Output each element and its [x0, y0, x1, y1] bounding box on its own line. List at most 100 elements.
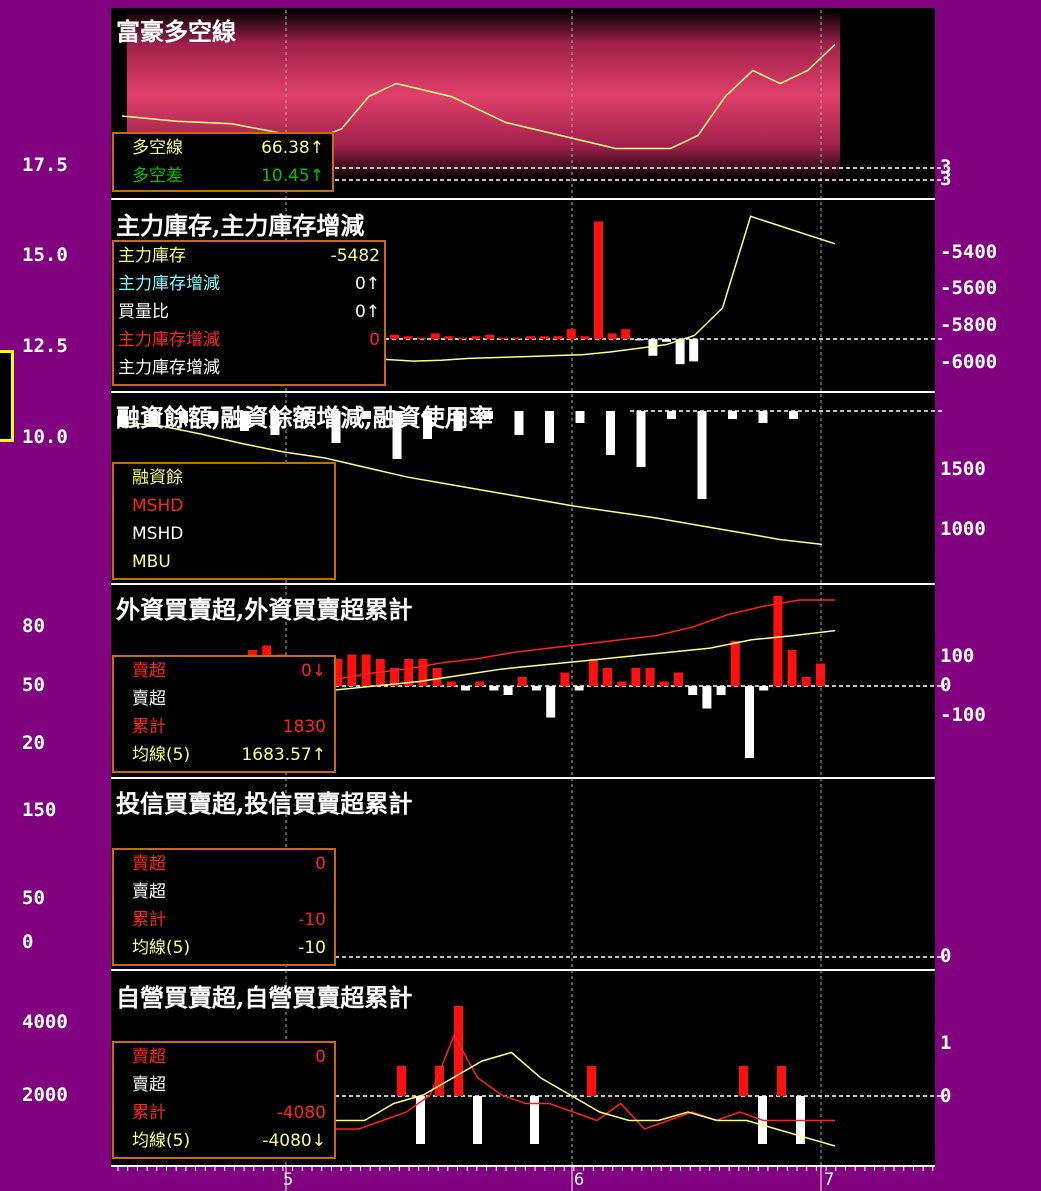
bar-自營買賣超	[587, 1066, 596, 1096]
right-axis-tick: 1000	[940, 518, 986, 540]
bar-外資買賣超	[432, 668, 442, 686]
bar-自營買賣超	[416, 1096, 425, 1144]
legend-row: 主力庫存 -5482	[114, 242, 384, 270]
bar-MSHD	[697, 411, 707, 499]
bar-外資買賣超	[745, 686, 754, 758]
bar-外資買賣超	[801, 677, 811, 686]
panel-separator	[111, 969, 935, 971]
series-line-均線(5)	[335, 1051, 836, 1147]
bar-外資買賣超	[475, 681, 485, 686]
bar-MSHD	[545, 411, 554, 443]
legend-row: 賣超	[114, 685, 334, 713]
bar-外資買賣超	[659, 681, 669, 686]
bar-外資買賣超	[674, 672, 683, 686]
bar-外資買賣超	[446, 681, 456, 686]
panel-title-5: 投信買賣超,投信買賣超累計	[116, 789, 413, 818]
x-tick-label: 6	[574, 1170, 585, 1190]
bar-主力庫存增減	[390, 334, 399, 339]
bar-MSHD	[453, 411, 463, 431]
legend-label: 均線(5)	[132, 938, 191, 958]
legend-label: 賣超	[132, 689, 166, 709]
bar-外資買賣超	[361, 654, 371, 686]
bar-外資買賣超	[489, 686, 499, 691]
left-axis-tick: 12.5	[22, 335, 68, 357]
x-tick-label: 5	[283, 1170, 294, 1190]
legend-box: 賣超 0 賣超 累計 -4080 均線(5) -4080↓	[112, 1041, 336, 1159]
bar-外資買賣超	[333, 659, 343, 686]
price-marker	[0, 350, 14, 442]
bar-MSHD	[240, 411, 249, 431]
bar-主力庫存增減	[444, 336, 454, 339]
series-line-主力庫存	[384, 215, 836, 362]
legend-row: 賣超 0	[114, 1043, 334, 1071]
legend-label: 主力庫存增減	[118, 274, 220, 294]
right-axis-tick: 100	[940, 645, 975, 667]
bar-自營買賣超	[397, 1066, 406, 1096]
bar-主力庫存增減	[607, 333, 617, 339]
left-axis-tick: 80	[22, 615, 45, 637]
bar-外資買賣超	[787, 650, 797, 686]
legend-label: 多空線	[132, 138, 183, 158]
legend-row: 均線(5) 1683.57↑	[114, 741, 334, 769]
series-line-多空線	[121, 43, 836, 150]
legend-label: 多空差	[132, 166, 183, 186]
left-axis-tick: 50	[22, 887, 45, 909]
legend-row: 累計 -10	[114, 906, 334, 934]
legend-label: 賣超	[132, 1075, 166, 1095]
bar-外資買賣超	[645, 668, 655, 686]
legend-value: 0	[369, 330, 380, 350]
legend-label: 累計	[132, 910, 166, 930]
legend-label: 累計	[132, 717, 166, 737]
bar-主力庫存增減	[594, 221, 603, 339]
bar-自營買賣超	[739, 1066, 748, 1096]
legend-row: 賣超 0	[114, 850, 334, 878]
legend-value: 1683.57↑	[241, 745, 326, 765]
right-axis-tick: 3	[940, 156, 952, 178]
bar-主力庫存增減	[675, 339, 685, 365]
legend-value: 1830	[282, 717, 326, 737]
bar-MSHD	[636, 411, 646, 467]
bar-MSHD	[301, 411, 310, 419]
legend-value: 0↓	[300, 661, 326, 681]
bar-MSHD	[606, 411, 615, 455]
panel-title-1: 富豪多空線	[116, 17, 236, 46]
right-axis-tick: -5400	[940, 241, 998, 263]
legend-row: 累計 -4080	[114, 1099, 334, 1127]
bar-外資買賣超	[617, 681, 627, 686]
x-tick-label: 7	[824, 1170, 835, 1190]
legend-row: 主力庫存增減 0	[114, 326, 384, 354]
legend-label: 賣超	[132, 661, 166, 681]
legend-row: 賣超	[114, 878, 334, 906]
bar-外資買賣超	[716, 686, 726, 695]
legend-label: MBU	[132, 552, 171, 572]
legend-label: 買量比	[118, 302, 169, 322]
bar-外資買賣超	[588, 659, 598, 686]
bar-主力庫存增減	[539, 336, 549, 339]
legend-label: 主力庫存增減	[118, 358, 220, 378]
legend-value: 10.45↑	[261, 166, 324, 186]
legend-label: 累計	[132, 1103, 166, 1123]
bar-MSHD	[423, 411, 432, 439]
legend-row: 賣超	[114, 1071, 334, 1099]
right-axis-tick: 0	[940, 674, 952, 696]
bar-主力庫存增減	[689, 339, 699, 362]
bar-主力庫存增減	[621, 329, 631, 339]
legend-box: 多空線 66.38↑ 多空差 10.45↑	[112, 132, 334, 192]
series-line-累計	[334, 599, 835, 681]
legend-label: MSHD	[132, 524, 184, 544]
bar-主力庫存增減	[498, 337, 508, 339]
legend-box: 主力庫存 -5482 主力庫存增減 0↑ 買量比 0↑ 主力庫存增減 0 主力庫存增減	[112, 240, 386, 386]
legend-box: 賣超 0↓ 賣超累計 1830 均線(5) 1683.57↑	[112, 655, 336, 773]
bar-自營買賣超	[454, 1006, 463, 1096]
bar-MSHD	[789, 411, 798, 419]
legend-row: 賣超 0↓	[114, 657, 334, 685]
series-line-均線(5)	[334, 629, 836, 691]
legend-value: -10	[298, 938, 326, 958]
legend-label: 融資餘	[132, 468, 183, 488]
legend-label: 主力庫存增減	[118, 330, 220, 350]
left-axis-tick: 20	[22, 732, 45, 754]
legend-row: MBU	[114, 548, 334, 576]
legend-value: 0	[315, 1047, 326, 1067]
bar-外資買賣超	[517, 677, 527, 686]
legend-value: 0↑	[354, 302, 380, 322]
